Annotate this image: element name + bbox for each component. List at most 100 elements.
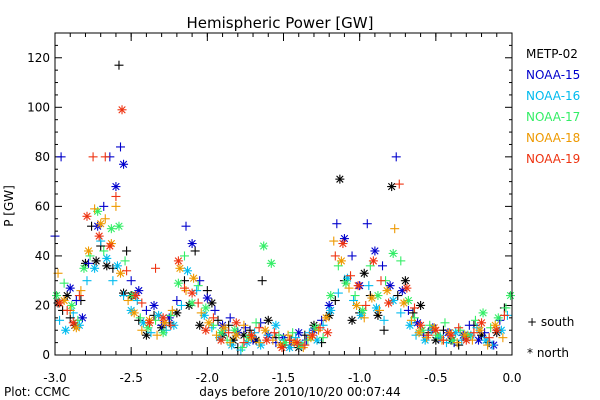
point-noaa-19-north bbox=[277, 343, 287, 353]
point-metp-02-north bbox=[62, 291, 72, 301]
legend-entry: NOAA-17 bbox=[526, 110, 580, 124]
point-noaa-19-south bbox=[484, 333, 494, 343]
point-noaa-19-south bbox=[410, 303, 420, 313]
point-metp-02-south bbox=[317, 338, 327, 348]
legend-entry: NOAA-18 bbox=[526, 131, 580, 145]
point-noaa-19-north bbox=[477, 318, 487, 328]
point-noaa-17-south bbox=[120, 256, 130, 266]
point-noaa-17-south bbox=[440, 318, 450, 328]
point-metp-02-south bbox=[330, 296, 340, 306]
point-noaa-17-north bbox=[114, 221, 124, 231]
point-noaa-19-south bbox=[330, 251, 340, 261]
point-noaa-18-north bbox=[367, 293, 377, 303]
point-noaa-16-north bbox=[227, 340, 237, 350]
point-noaa-19-north bbox=[117, 105, 127, 115]
point-noaa-19-north bbox=[131, 291, 141, 301]
point-noaa-15-south bbox=[56, 152, 66, 162]
point-noaa-18-south bbox=[483, 340, 493, 350]
point-noaa-19-north bbox=[68, 318, 78, 328]
point-noaa-19-north bbox=[416, 320, 426, 330]
point-noaa-19-north bbox=[55, 298, 65, 308]
point-noaa-19-south bbox=[254, 323, 264, 333]
point-metp-02-south bbox=[393, 291, 403, 301]
point-metp-02-north bbox=[335, 174, 345, 184]
y-tick-label: 20 bbox=[35, 298, 50, 312]
y-tick-label: 120 bbox=[27, 51, 50, 65]
point-noaa-15-south bbox=[362, 219, 372, 229]
point-noaa-18-south bbox=[196, 308, 206, 318]
y-axis-label: P [GW] bbox=[2, 185, 16, 227]
point-metp-02-south bbox=[379, 325, 389, 335]
point-noaa-19-north bbox=[492, 325, 502, 335]
point-noaa-17-north bbox=[266, 258, 276, 268]
point-noaa-18-north bbox=[275, 340, 285, 350]
point-metp-02-north bbox=[91, 256, 101, 266]
x-tick-label: 0.0 bbox=[502, 371, 521, 385]
point-noaa-19-north bbox=[338, 239, 348, 249]
point-noaa-18-north bbox=[231, 330, 241, 340]
point-noaa-18-north bbox=[129, 308, 139, 318]
point-noaa-18-north bbox=[260, 325, 270, 335]
point-noaa-18-south bbox=[329, 236, 339, 246]
point-noaa-17-north bbox=[67, 300, 77, 310]
point-noaa-18-north bbox=[96, 219, 106, 229]
point-noaa-18-north bbox=[475, 325, 485, 335]
point-noaa-18-south bbox=[390, 224, 400, 234]
x-tick-label: -2.0 bbox=[196, 371, 219, 385]
point-noaa-18-south bbox=[111, 201, 121, 211]
point-noaa-17-north bbox=[341, 278, 351, 288]
point-noaa-16-north bbox=[256, 340, 266, 350]
point-noaa-18-south bbox=[76, 286, 86, 296]
point-noaa-19-north bbox=[94, 231, 104, 241]
point-noaa-15-north bbox=[202, 293, 212, 303]
point-noaa-18-south bbox=[211, 330, 221, 340]
x-tick-label: -2.5 bbox=[119, 371, 142, 385]
point-noaa-16-south bbox=[379, 315, 389, 325]
point-noaa-19-south bbox=[166, 320, 176, 330]
legend-entry: NOAA-15 bbox=[526, 68, 580, 82]
point-noaa-17-north bbox=[326, 291, 336, 301]
point-noaa-19-north bbox=[82, 211, 92, 221]
point-noaa-19-north bbox=[173, 256, 183, 266]
point-noaa-16-south bbox=[146, 328, 156, 338]
point-noaa-19-north bbox=[446, 330, 456, 340]
point-noaa-16-south bbox=[55, 315, 65, 325]
point-noaa-16-south bbox=[176, 300, 186, 310]
point-noaa-15-south bbox=[480, 328, 490, 338]
point-noaa-16-north bbox=[405, 320, 415, 330]
point-noaa-19-south bbox=[376, 276, 386, 286]
point-noaa-19-north bbox=[368, 256, 378, 266]
point-noaa-18-south bbox=[498, 333, 508, 343]
point-noaa-15-south bbox=[403, 305, 413, 315]
point-noaa-16-south bbox=[192, 286, 202, 296]
point-noaa-17-south bbox=[166, 310, 176, 320]
point-noaa-19-south bbox=[193, 298, 203, 308]
point-noaa-18-south bbox=[254, 338, 264, 348]
point-noaa-18-north bbox=[175, 263, 185, 273]
point-noaa-16-south bbox=[82, 276, 92, 286]
point-noaa-19-south bbox=[179, 283, 189, 293]
plot-frame bbox=[54, 32, 513, 356]
legend-south: + south bbox=[527, 315, 574, 329]
point-noaa-17-south bbox=[288, 328, 298, 338]
point-noaa-19-south bbox=[438, 335, 448, 345]
plot-credit: Plot: CCMC bbox=[4, 385, 70, 399]
point-metp-02-north bbox=[195, 320, 205, 330]
point-noaa-19-north bbox=[144, 318, 154, 328]
point-noaa-18-north bbox=[306, 333, 316, 343]
point-noaa-18-north bbox=[219, 323, 229, 333]
point-noaa-18-north bbox=[116, 268, 126, 278]
y-tick-label: 80 bbox=[35, 150, 50, 164]
point-noaa-16-north bbox=[61, 325, 71, 335]
x-tick-label: -3.0 bbox=[43, 371, 66, 385]
data-points bbox=[50, 60, 515, 355]
point-metp-02-north bbox=[416, 300, 426, 310]
point-noaa-19-south bbox=[74, 291, 84, 301]
point-noaa-15-north bbox=[119, 159, 129, 169]
point-noaa-16-south bbox=[364, 281, 374, 291]
y-axis-ticks: 0 20 40 60 80 100 120 bbox=[27, 44, 512, 362]
point-noaa-17-north bbox=[52, 291, 62, 301]
point-noaa-15-south bbox=[172, 296, 182, 306]
point-noaa-19-south bbox=[122, 266, 132, 276]
